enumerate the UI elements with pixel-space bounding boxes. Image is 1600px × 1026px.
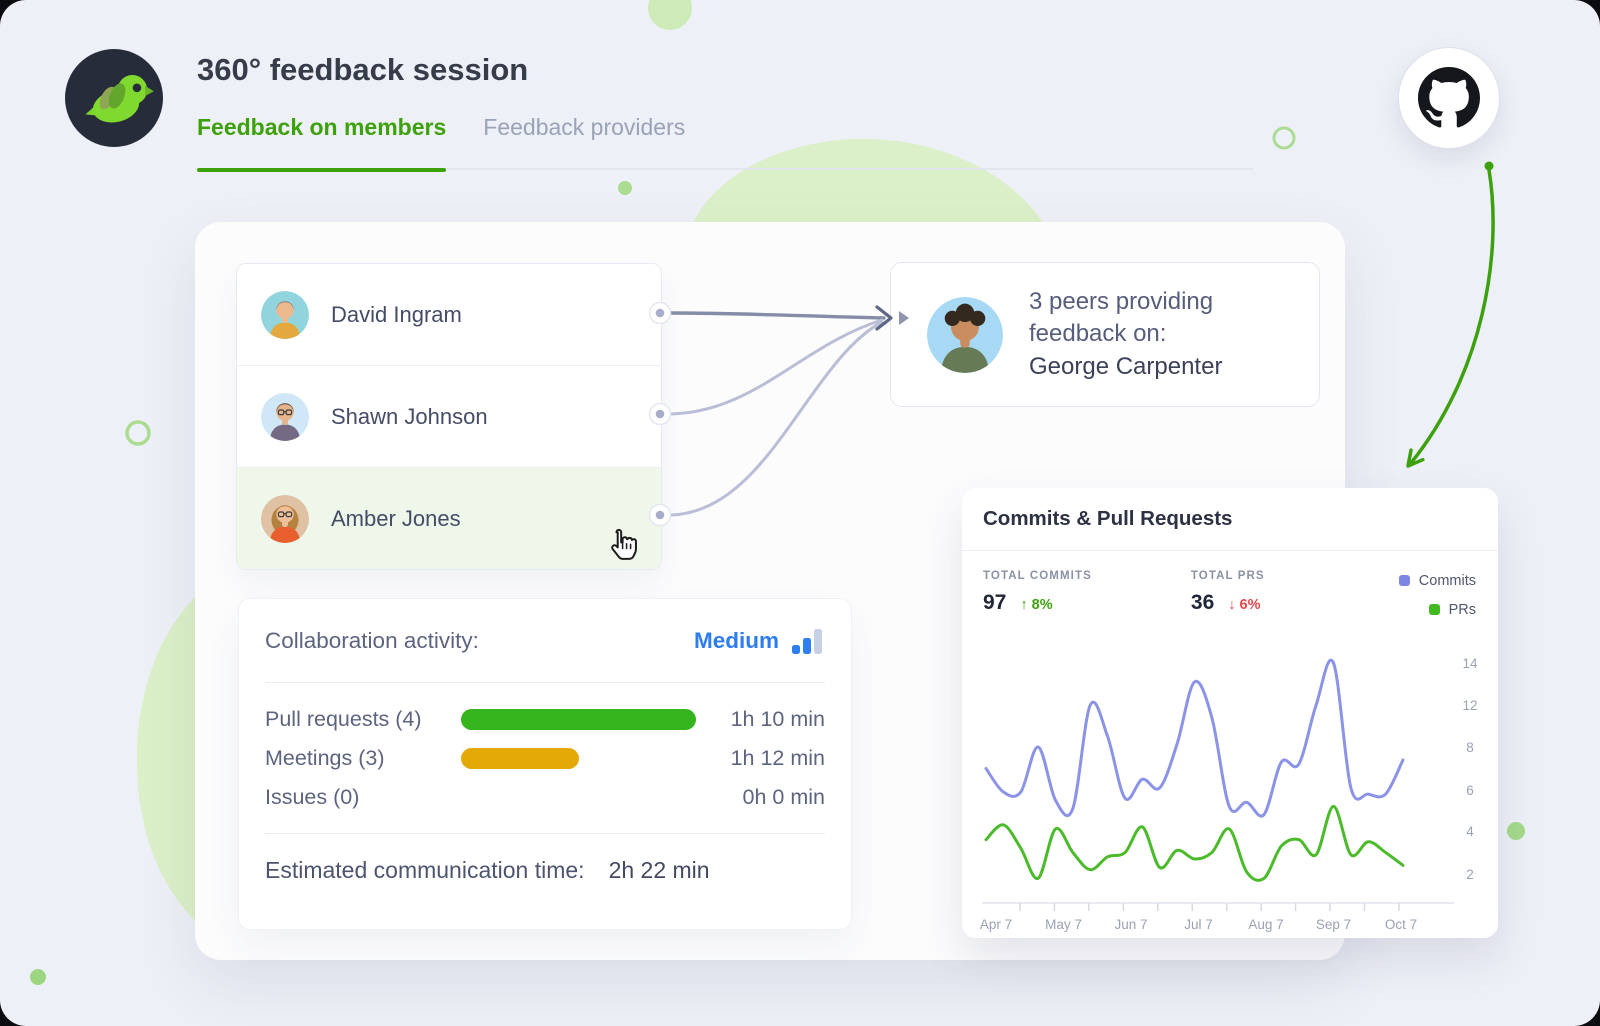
collaboration-level-value: Medium (693, 627, 779, 653)
tab-feedback-on-members[interactable]: Feedback on members (197, 114, 447, 172)
github-badge[interactable] (1398, 47, 1500, 149)
estimated-time-value: 2h 22 min (608, 857, 710, 883)
green-arrow-head-icon (1406, 448, 1425, 468)
arrow-down-icon: ↓ (1228, 597, 1236, 613)
green-dot (30, 969, 46, 985)
collab-row-label: Issues (0) (265, 785, 360, 809)
collab-row-label: Meetings (3) (265, 746, 385, 770)
stat-total-commits: TOTAL COMMITS 97 ↑ 8% (983, 570, 1191, 628)
member-row-shawn-johnson[interactable]: Shawn Johnson (237, 365, 661, 467)
green-dot (1507, 822, 1525, 840)
member-list: David Ingram Shawn Johnson (236, 263, 662, 570)
stat-value: 36 (1190, 591, 1215, 614)
svg-text:Jul 7: Jul 7 (1184, 917, 1213, 932)
collaboration-title: Collaboration activity: (265, 627, 479, 653)
svg-text:2: 2 (1466, 867, 1474, 882)
app-logo (65, 49, 163, 147)
member-name: David Ingram (331, 301, 462, 327)
feedback-target-card: 3 peers providing feedback on: George Ca… (890, 262, 1320, 407)
svg-text:Jun 7: Jun 7 (1114, 917, 1147, 932)
green-dot (648, 0, 692, 30)
prs-swatch-icon (1428, 604, 1440, 615)
legend-item-prs: PRs (1399, 599, 1476, 620)
feedback-target-name: George Carpenter (1029, 352, 1223, 380)
svg-text:Aug 7: Aug 7 (1248, 917, 1283, 932)
stat-total-prs: TOTAL PRS 36 ↓ 6% (1191, 570, 1399, 628)
commits-swatch-icon (1398, 575, 1410, 586)
chart-stats: TOTAL COMMITS 97 ↑ 8% TOTAL PRS 36 ↓ 6% … (983, 570, 1476, 628)
collaboration-footer: Estimated communication time: 2h 22 min (265, 833, 825, 884)
green-ring (125, 420, 151, 446)
stat-delta-down: ↓ 6% (1228, 597, 1261, 613)
bird-logo-icon (65, 49, 163, 147)
commits-prs-card: Commits & Pull Requests TOTAL COMMITS 97… (962, 488, 1498, 938)
github-icon (1418, 67, 1480, 128)
mini-bar-chart-icon (792, 629, 822, 654)
svg-text:Oct 7: Oct 7 (1385, 917, 1417, 932)
green-ring (1272, 126, 1296, 150)
stat-delta-up: ↑ 8% (1020, 597, 1053, 613)
member-name: Amber Jones (331, 505, 461, 531)
svg-text:Sep 7: Sep 7 (1316, 917, 1351, 932)
commits-prs-line-chart: Apr 7 May 7 Jun 7 Jul 7 Aug 7 Sep 7 Oct 7 2 4 6 8 1… (980, 656, 1478, 932)
legend-label: Commits (1418, 572, 1476, 589)
peers-line2: feedback on: (1029, 320, 1167, 348)
svg-text:8: 8 (1466, 740, 1474, 755)
legend-item-commits: Commits (1398, 570, 1476, 591)
stat-label: TOTAL COMMITS (983, 570, 1092, 582)
arrow-up-icon: ↑ (1020, 597, 1028, 613)
collab-row-issues: Issues (0) 0h 0 min (265, 778, 825, 817)
avatar (261, 494, 309, 543)
svg-text:May 7: May 7 (1045, 917, 1082, 932)
collaboration-activity-card: Collaboration activity: Medium Pull requ… (238, 598, 852, 930)
member-row-david-ingram[interactable]: David Ingram (237, 264, 661, 365)
member-row-amber-jones[interactable]: Amber Jones (237, 467, 661, 569)
page-title: 360° feedback session (197, 52, 529, 87)
github-arrow-curve (1409, 168, 1495, 465)
collab-row-meetings: Meetings (3) 1h 12 min (265, 739, 825, 778)
chart-legend: Commits PRs (1398, 570, 1476, 628)
estimated-time-label: Estimated communication time: (265, 857, 585, 883)
feedback-target-text: 3 peers providing feedback on: George Ca… (1029, 286, 1222, 384)
collab-row-value: 0h 0 min (742, 785, 825, 809)
collab-row-value: 1h 12 min (730, 746, 825, 770)
svg-text:Apr 7: Apr 7 (980, 917, 1012, 932)
stat-label: TOTAL PRS (1190, 570, 1265, 582)
arrow-start-dot (1484, 161, 1494, 171)
avatar (261, 392, 309, 441)
svg-text:12: 12 (1462, 698, 1477, 713)
collab-row-label: Pull requests (4) (265, 707, 422, 731)
avatar (261, 290, 309, 339)
stat-value: 97 (983, 591, 1007, 614)
svg-text:14: 14 (1462, 656, 1478, 671)
collab-bar-pull-requests (461, 709, 696, 730)
collab-bar-meetings (461, 748, 579, 769)
tab-bar: Feedback on members Feedback providers (197, 112, 1253, 172)
peers-line1: 3 peers providing (1029, 287, 1214, 315)
collaboration-level: Medium (694, 627, 825, 654)
chart-title: Commits & Pull Requests (983, 507, 1233, 530)
green-dot (618, 181, 632, 195)
collaboration-rows: Pull requests (4) 1h 10 min Meetings (3)… (265, 683, 825, 817)
avatar (927, 296, 1003, 373)
collab-row-pull-requests: Pull requests (4) 1h 10 min (265, 700, 825, 739)
tab-feedback-providers[interactable]: Feedback providers (483, 114, 686, 140)
svg-text:6: 6 (1466, 783, 1474, 798)
divider (962, 550, 1498, 551)
member-name: Shawn Johnson (331, 403, 488, 429)
collab-row-value: 1h 10 min (730, 707, 825, 731)
svg-text:4: 4 (1466, 824, 1474, 839)
legend-label: PRs (1448, 601, 1476, 618)
collaboration-header: Collaboration activity: Medium (265, 599, 825, 683)
